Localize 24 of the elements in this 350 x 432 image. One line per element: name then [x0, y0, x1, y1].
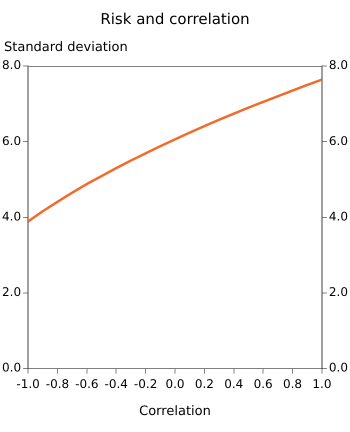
x-tick-label: -0.6 [75, 376, 99, 391]
y2-tick-label: 2.0 [328, 285, 348, 300]
x-tick-label: -1.0 [16, 376, 40, 391]
x-tick-label: 0.2 [194, 376, 214, 391]
y-tick-label: 8.0 [2, 58, 22, 72]
chart-title: Risk and correlation [99, 10, 251, 28]
x-tick-label: 0.4 [224, 376, 244, 391]
y2-tick-label: 4.0 [328, 209, 348, 224]
y-tick-label: 4.0 [2, 209, 22, 224]
y2-tick-label: 0.0 [328, 360, 348, 375]
x-tick-label: 0.0 [165, 376, 185, 391]
x-tick-label: -0.4 [104, 376, 128, 391]
x-tick-label: -0.2 [134, 376, 158, 391]
x-axis-title: Correlation [138, 404, 212, 419]
y-axis-title: Standard deviation [4, 40, 128, 55]
y-tick-label: 0.0 [2, 360, 22, 375]
y2-tick-label: 8.0 [328, 58, 348, 72]
x-tick-label: -0.8 [46, 376, 70, 391]
y2-tick-label: 6.0 [328, 134, 348, 148]
x-tick-label: 0.8 [282, 376, 302, 391]
x-tick-label: 0.6 [254, 376, 273, 391]
y-tick-label: 6.0 [2, 134, 22, 148]
y-tick-label: 2.0 [2, 285, 22, 300]
x-tick-label: 1.0 [312, 376, 332, 391]
